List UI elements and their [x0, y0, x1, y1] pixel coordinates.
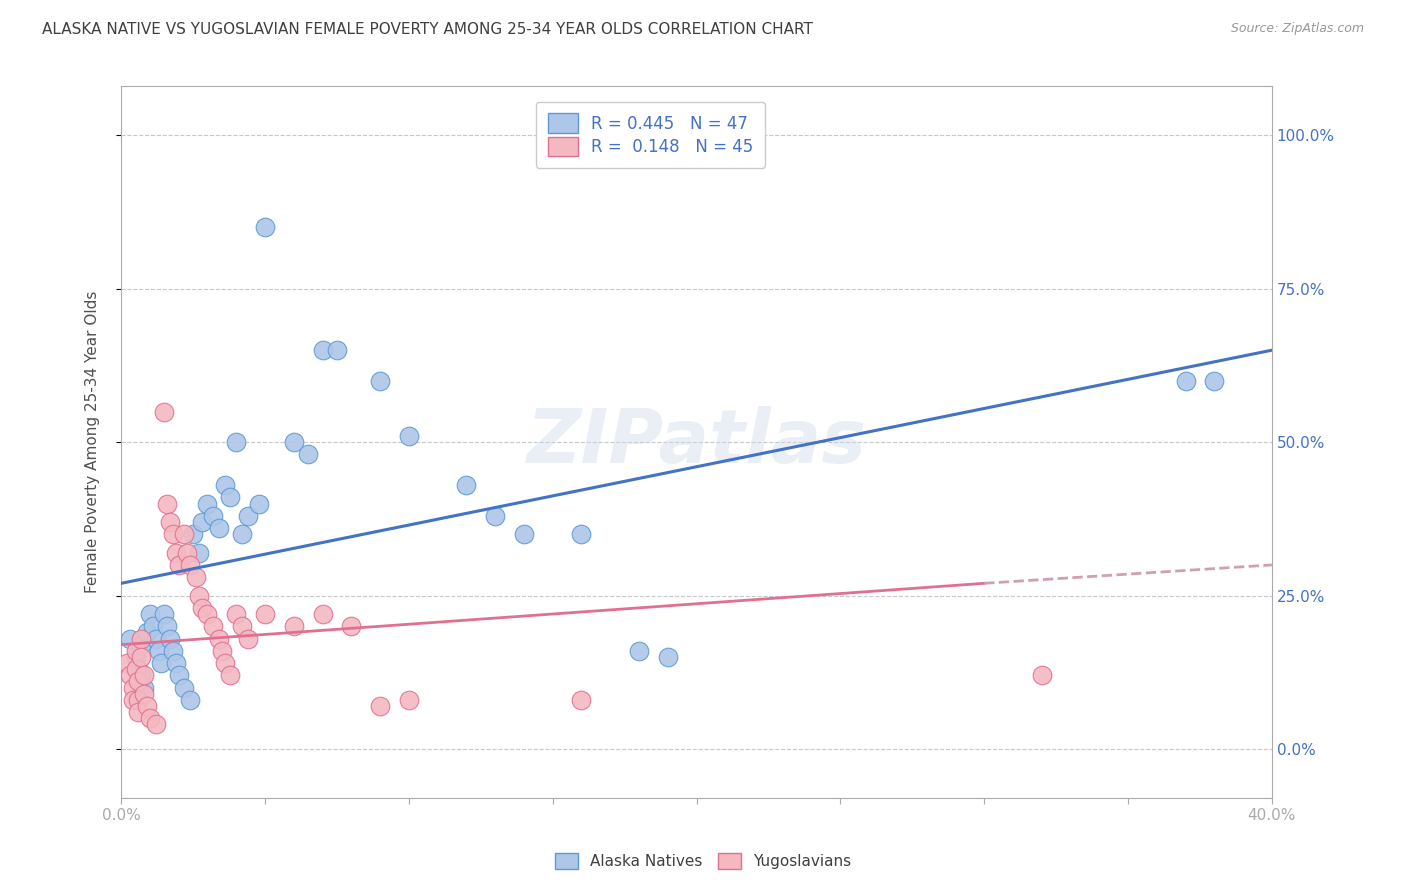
Point	[571, 693, 593, 707]
Point	[219, 668, 242, 682]
Point	[202, 619, 225, 633]
Point	[139, 711, 162, 725]
Point	[179, 558, 201, 572]
Point	[136, 699, 159, 714]
Point	[197, 497, 219, 511]
Point	[368, 374, 391, 388]
Y-axis label: Female Poverty Among 25-34 Year Olds: Female Poverty Among 25-34 Year Olds	[86, 291, 100, 593]
Point	[118, 632, 141, 646]
Point	[398, 693, 420, 707]
Point	[124, 649, 146, 664]
Point	[627, 644, 650, 658]
Point	[513, 527, 536, 541]
Legend: R = 0.445   N = 47, R =  0.148   N = 45: R = 0.445 N = 47, R = 0.148 N = 45	[536, 102, 765, 168]
Point	[139, 607, 162, 621]
Point	[184, 570, 207, 584]
Point	[283, 435, 305, 450]
Point	[208, 521, 231, 535]
Point	[173, 527, 195, 541]
Point	[124, 662, 146, 676]
Point	[150, 656, 173, 670]
Point	[231, 527, 253, 541]
Point	[167, 668, 190, 682]
Point	[115, 656, 138, 670]
Point	[173, 681, 195, 695]
Point	[236, 632, 259, 646]
Point	[456, 478, 478, 492]
Point	[145, 632, 167, 646]
Point	[197, 607, 219, 621]
Point	[162, 644, 184, 658]
Point	[236, 508, 259, 523]
Point	[283, 619, 305, 633]
Point	[134, 668, 156, 682]
Point	[167, 558, 190, 572]
Point	[118, 668, 141, 682]
Point	[208, 632, 231, 646]
Legend: Alaska Natives, Yugoslavians: Alaska Natives, Yugoslavians	[548, 847, 858, 875]
Text: ALASKA NATIVE VS YUGOSLAVIAN FEMALE POVERTY AMONG 25-34 YEAR OLDS CORRELATION CH: ALASKA NATIVE VS YUGOSLAVIAN FEMALE POVE…	[42, 22, 813, 37]
Point	[311, 343, 333, 358]
Point	[134, 687, 156, 701]
Point	[657, 649, 679, 664]
Point	[311, 607, 333, 621]
Point	[225, 435, 247, 450]
Point	[127, 693, 149, 707]
Point	[121, 681, 143, 695]
Point	[136, 625, 159, 640]
Point	[134, 681, 156, 695]
Point	[297, 448, 319, 462]
Text: ZIPatlas: ZIPatlas	[526, 406, 866, 479]
Point	[127, 674, 149, 689]
Point	[231, 619, 253, 633]
Point	[153, 607, 176, 621]
Point	[159, 632, 181, 646]
Point	[142, 619, 165, 633]
Point	[129, 632, 152, 646]
Point	[159, 515, 181, 529]
Point	[129, 668, 152, 682]
Point	[148, 644, 170, 658]
Point	[368, 699, 391, 714]
Text: Source: ZipAtlas.com: Source: ZipAtlas.com	[1230, 22, 1364, 36]
Point	[124, 644, 146, 658]
Point	[187, 589, 209, 603]
Point	[571, 527, 593, 541]
Point	[187, 546, 209, 560]
Point	[153, 404, 176, 418]
Point	[165, 656, 187, 670]
Point	[181, 527, 204, 541]
Point	[214, 478, 236, 492]
Point	[214, 656, 236, 670]
Point	[121, 693, 143, 707]
Point	[1174, 374, 1197, 388]
Point	[211, 644, 233, 658]
Point	[247, 497, 270, 511]
Point	[129, 649, 152, 664]
Point	[225, 607, 247, 621]
Point	[253, 607, 276, 621]
Point	[165, 546, 187, 560]
Point	[398, 429, 420, 443]
Point	[1204, 374, 1226, 388]
Point	[1031, 668, 1053, 682]
Point	[179, 693, 201, 707]
Point	[253, 220, 276, 235]
Point	[156, 619, 179, 633]
Point	[340, 619, 363, 633]
Point	[162, 527, 184, 541]
Point	[219, 491, 242, 505]
Point	[145, 717, 167, 731]
Point	[129, 638, 152, 652]
Point	[326, 343, 349, 358]
Point	[156, 497, 179, 511]
Point	[190, 515, 212, 529]
Point	[127, 705, 149, 719]
Point	[484, 508, 506, 523]
Point	[176, 546, 198, 560]
Point	[202, 508, 225, 523]
Point	[127, 662, 149, 676]
Point	[190, 600, 212, 615]
